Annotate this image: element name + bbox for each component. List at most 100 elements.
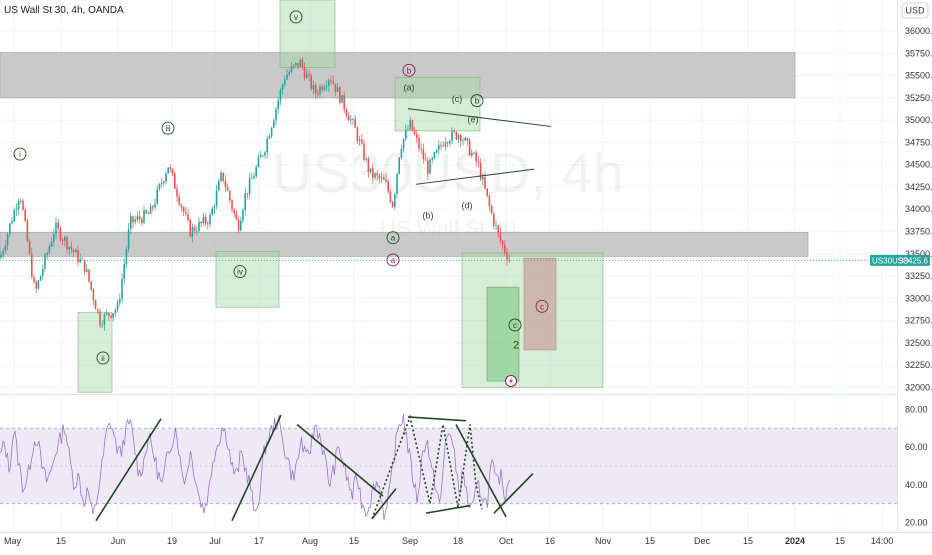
price-tick-label: 32000.0 bbox=[905, 382, 932, 392]
candle bbox=[88, 269, 90, 284]
zone-green bbox=[77, 312, 113, 393]
candle bbox=[312, 80, 315, 95]
candle bbox=[200, 221, 202, 228]
zone-red bbox=[523, 257, 557, 351]
wave-label-text: (b) bbox=[423, 210, 434, 220]
candle bbox=[176, 184, 178, 202]
time-tick-label: 14:00 bbox=[871, 536, 894, 546]
zone-green-dark bbox=[486, 286, 520, 382]
candle bbox=[508, 254, 510, 263]
candle bbox=[37, 279, 40, 290]
candle bbox=[262, 154, 264, 158]
candle bbox=[339, 86, 341, 105]
wave-label-2: 2 bbox=[513, 339, 519, 351]
candle bbox=[380, 172, 383, 184]
wave-label-text: c bbox=[513, 321, 517, 330]
candle bbox=[497, 224, 499, 238]
wave-label-text: (e) bbox=[468, 114, 479, 124]
candle bbox=[222, 172, 224, 184]
price-tick-label: 35250.0 bbox=[905, 93, 932, 103]
candle bbox=[167, 167, 169, 174]
lightning-marker[interactable] bbox=[505, 375, 517, 387]
rsi-tick-label: 80.00 bbox=[905, 404, 928, 414]
candle bbox=[149, 203, 152, 215]
candle bbox=[246, 193, 249, 200]
price-trendlines bbox=[407, 108, 552, 185]
candle bbox=[306, 69, 308, 79]
candle bbox=[255, 164, 257, 179]
candle bbox=[108, 312, 110, 322]
candle bbox=[268, 134, 271, 140]
candle bbox=[119, 293, 121, 307]
candle bbox=[506, 247, 508, 266]
wave-label-b: b bbox=[402, 63, 416, 77]
candle bbox=[347, 112, 350, 121]
candle bbox=[125, 245, 128, 269]
candle bbox=[332, 75, 334, 85]
candle bbox=[2, 247, 4, 259]
wave-label-text: (c) bbox=[452, 94, 463, 104]
candle bbox=[308, 68, 310, 82]
candle bbox=[385, 173, 387, 183]
price-tick-label: 33250.0 bbox=[905, 271, 932, 281]
candle bbox=[180, 203, 183, 212]
candle bbox=[44, 252, 46, 272]
rsi-tick-label: 60.00 bbox=[905, 442, 928, 452]
candle bbox=[218, 178, 220, 192]
candle bbox=[156, 185, 158, 206]
candle bbox=[11, 217, 13, 225]
time-tick-label: Jul bbox=[209, 536, 221, 546]
candle bbox=[365, 156, 367, 163]
candle bbox=[449, 139, 451, 147]
candle bbox=[341, 95, 343, 103]
candle bbox=[141, 216, 143, 226]
candle bbox=[9, 223, 11, 238]
candle bbox=[211, 206, 213, 216]
chart-title: US Wall St 30, 4h, OANDA bbox=[4, 5, 124, 16]
price-tick-label: 36000.0 bbox=[905, 26, 932, 36]
price-tag-symbol: US30USD bbox=[872, 256, 909, 265]
time-tick-label: Nov bbox=[595, 536, 612, 546]
candle bbox=[15, 203, 18, 217]
wave-label-text: ii bbox=[101, 354, 105, 363]
last-price-tag: US30USD 33425.6 bbox=[870, 254, 930, 266]
wave-label-(a): (a) bbox=[404, 82, 415, 92]
candle bbox=[92, 287, 95, 306]
candle bbox=[451, 127, 453, 145]
candle bbox=[334, 83, 337, 97]
candle bbox=[389, 189, 392, 204]
wave-label-(e): (e) bbox=[468, 114, 479, 124]
candle bbox=[50, 237, 53, 248]
candle bbox=[114, 307, 117, 317]
candle bbox=[369, 168, 372, 174]
candle bbox=[130, 212, 132, 235]
wave-label-text: a bbox=[391, 234, 396, 243]
candle bbox=[112, 313, 114, 322]
rsi-axis[interactable]: 20.00 40.00 60.00 80.00 bbox=[905, 404, 928, 527]
candle bbox=[402, 138, 405, 153]
candle bbox=[350, 114, 352, 125]
candle bbox=[174, 171, 176, 190]
candle bbox=[301, 57, 304, 71]
currency-button[interactable]: USD bbox=[901, 2, 929, 19]
candle bbox=[121, 273, 123, 304]
candle bbox=[81, 257, 84, 260]
candle bbox=[358, 135, 361, 146]
candle bbox=[422, 143, 425, 164]
candle bbox=[6, 232, 9, 251]
candle bbox=[330, 75, 332, 86]
wave-label-b: b bbox=[470, 94, 484, 108]
rsi-trendline bbox=[455, 424, 507, 518]
candle bbox=[251, 172, 253, 180]
candle bbox=[266, 135, 268, 159]
price-axis[interactable]: 32000.0 32250.0 32500.0 32750.0 33000.0 33250… bbox=[905, 26, 932, 392]
zone-green bbox=[279, 0, 336, 68]
time-axis[interactable]: May 15 Jun 19 Jul 17 Aug 15 Sep 18 Oct 16 Nov 15 Dec 15… bbox=[4, 536, 893, 546]
candle bbox=[33, 274, 35, 284]
candle bbox=[178, 193, 180, 207]
candle bbox=[77, 245, 79, 267]
candle bbox=[264, 150, 266, 159]
time-tick-label: 16 bbox=[545, 536, 555, 546]
candle bbox=[66, 234, 68, 253]
